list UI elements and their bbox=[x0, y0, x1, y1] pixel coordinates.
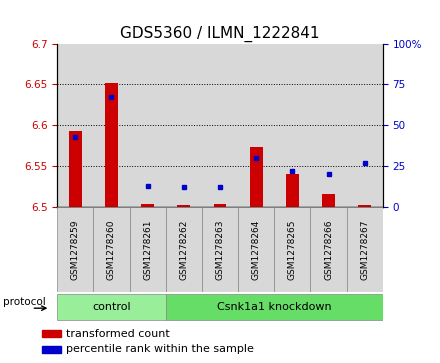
Bar bbox=[286, 174, 299, 207]
Bar bbox=[129, 207, 166, 292]
Bar bbox=[311, 44, 347, 207]
Bar bbox=[129, 44, 166, 207]
Bar bbox=[141, 204, 154, 207]
Bar bbox=[57, 44, 93, 207]
Bar bbox=[57, 294, 166, 320]
Text: Csnk1a1 knockdown: Csnk1a1 knockdown bbox=[217, 302, 332, 312]
Text: transformed count: transformed count bbox=[66, 329, 170, 339]
Bar bbox=[93, 207, 129, 292]
Text: GSM1278266: GSM1278266 bbox=[324, 219, 333, 280]
Bar bbox=[42, 346, 61, 352]
Bar bbox=[250, 147, 263, 207]
Text: GSM1278267: GSM1278267 bbox=[360, 219, 369, 280]
Bar bbox=[214, 204, 226, 207]
Bar bbox=[202, 207, 238, 292]
Bar bbox=[93, 44, 129, 207]
Text: GSM1278263: GSM1278263 bbox=[216, 219, 224, 280]
Text: control: control bbox=[92, 302, 131, 312]
Bar bbox=[322, 194, 335, 207]
Bar bbox=[274, 44, 311, 207]
Bar bbox=[105, 83, 118, 207]
Bar bbox=[42, 330, 61, 337]
Bar bbox=[347, 44, 383, 207]
Bar bbox=[177, 205, 190, 207]
Bar bbox=[69, 131, 82, 207]
Bar bbox=[57, 207, 93, 292]
Title: GDS5360 / ILMN_1222841: GDS5360 / ILMN_1222841 bbox=[120, 26, 320, 42]
Text: GSM1278259: GSM1278259 bbox=[71, 219, 80, 280]
Text: GSM1278265: GSM1278265 bbox=[288, 219, 297, 280]
Text: protocol: protocol bbox=[3, 297, 46, 307]
Bar bbox=[238, 207, 274, 292]
Bar bbox=[166, 44, 202, 207]
Bar bbox=[347, 207, 383, 292]
Bar bbox=[238, 44, 274, 207]
Bar bbox=[359, 205, 371, 207]
Text: GSM1278261: GSM1278261 bbox=[143, 219, 152, 280]
Text: percentile rank within the sample: percentile rank within the sample bbox=[66, 344, 254, 354]
Text: GSM1278260: GSM1278260 bbox=[107, 219, 116, 280]
Bar bbox=[202, 44, 238, 207]
Bar bbox=[311, 207, 347, 292]
Text: GSM1278264: GSM1278264 bbox=[252, 219, 260, 280]
Bar bbox=[166, 207, 202, 292]
Bar bbox=[166, 294, 383, 320]
Bar bbox=[274, 207, 311, 292]
Text: GSM1278262: GSM1278262 bbox=[180, 219, 188, 280]
